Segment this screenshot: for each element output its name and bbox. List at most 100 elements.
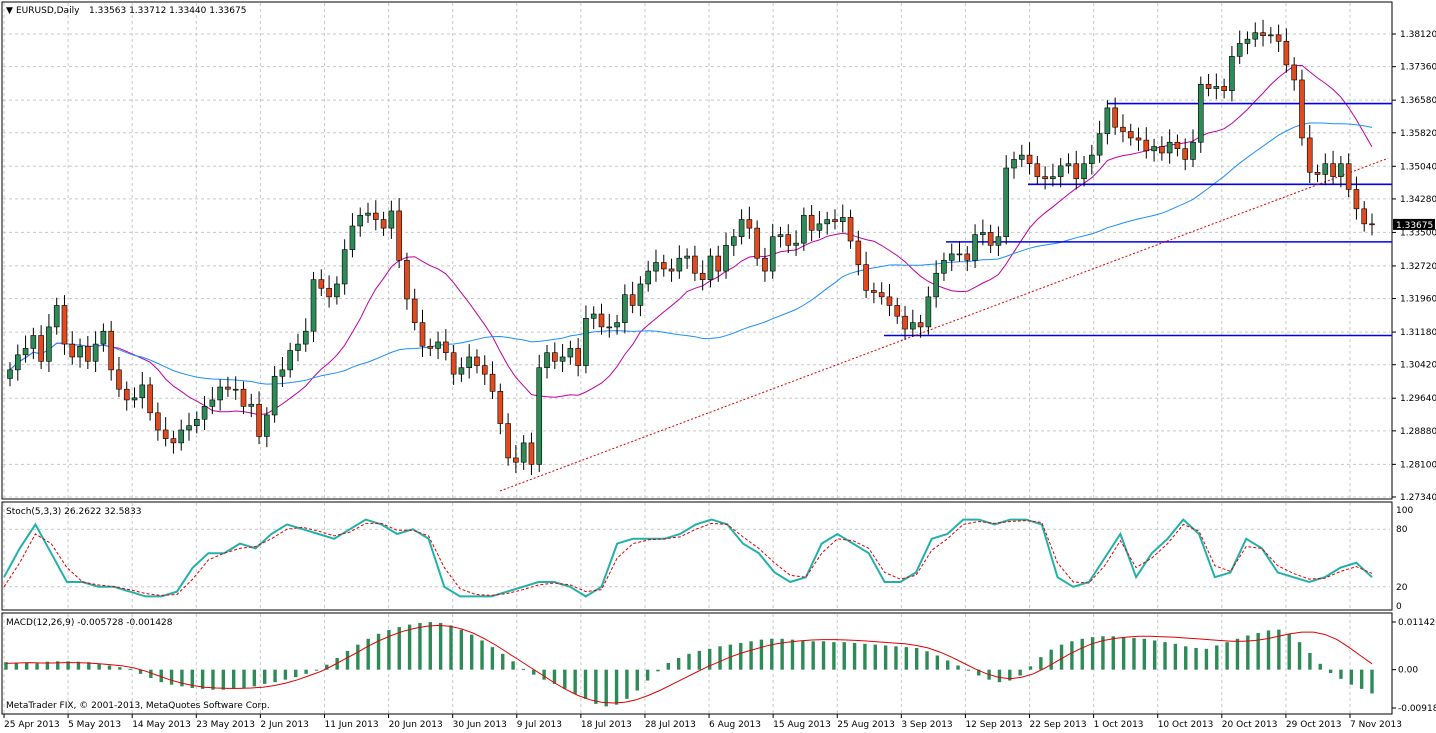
macd-bar <box>366 638 370 670</box>
macd-bar <box>1101 636 1105 670</box>
time-axis-labels: 25 Apr 2013 5 May 2013 14 May 2013 23 May 2… <box>3 714 1402 730</box>
candle-body <box>956 253 963 256</box>
candle-body <box>653 262 659 272</box>
candle-body <box>1174 141 1181 149</box>
candle-body <box>396 210 402 261</box>
candle-body <box>1050 176 1056 180</box>
macd-bar <box>977 669 981 676</box>
candle-body <box>941 260 947 274</box>
candle-body <box>1229 56 1235 91</box>
candle-body <box>489 373 496 392</box>
macd-bar <box>594 669 598 704</box>
candle-body <box>715 255 722 272</box>
candle-body <box>178 429 185 444</box>
macd-bar <box>811 641 815 670</box>
candle-body <box>987 232 994 246</box>
macd-bar <box>1287 633 1291 670</box>
candle-body <box>1042 176 1048 180</box>
macd-bar <box>759 639 764 670</box>
macd-bar <box>1318 663 1322 670</box>
candle-body <box>777 234 784 238</box>
stoch-panel-frame <box>1 501 1393 611</box>
macd-bar <box>739 642 743 670</box>
candle-body <box>738 219 745 238</box>
macd-bar <box>149 669 153 679</box>
macd-bar <box>1163 642 1167 670</box>
macd-bar <box>1235 638 1240 670</box>
candle-body <box>692 255 698 274</box>
candle-body <box>614 322 620 328</box>
candle-body <box>38 335 44 362</box>
macd-bar <box>697 650 702 670</box>
dropdown-arrow-icon[interactable]: ▼ <box>6 6 13 16</box>
price-axis-labels: 1.38120 1.37360 1.36580 1.35820 1.35040 1.342… <box>1392 30 1436 714</box>
macd-bar <box>946 660 950 670</box>
candle-body <box>1011 159 1017 169</box>
candle-body <box>123 388 130 401</box>
candle-body <box>1306 137 1313 173</box>
candle-body <box>22 348 29 356</box>
macd-bar <box>1370 669 1374 694</box>
macd-bar <box>387 630 391 670</box>
candle-body <box>762 257 768 272</box>
candle-body <box>380 219 387 229</box>
candle-body <box>77 345 83 358</box>
candle-body <box>1283 41 1290 66</box>
candle-body <box>567 348 574 358</box>
candle-body <box>1275 34 1282 42</box>
macd-bar <box>563 669 567 689</box>
candle-body <box>1104 107 1111 134</box>
candle-body <box>793 242 799 246</box>
macd-bar <box>273 669 277 683</box>
candle-body <box>310 279 317 332</box>
candle-body <box>707 255 714 280</box>
ohlc-readout: 1.33563 1.33712 1.33440 1.33675 <box>89 6 246 16</box>
macd-bar <box>925 651 929 670</box>
candle-body <box>419 322 426 347</box>
candle-body <box>645 270 651 285</box>
candle-body <box>1089 154 1095 165</box>
candle-body <box>699 272 706 280</box>
macd-bar <box>542 669 546 680</box>
macd-bar <box>231 669 236 689</box>
current-price-label: 1.33675 <box>1396 221 1433 231</box>
y-tick-label: 1.38120 <box>1400 30 1436 40</box>
candlesticks <box>7 19 1375 476</box>
y-tick-label: 1.33500 <box>1400 228 1436 238</box>
macd-bar <box>801 640 805 670</box>
x-tick-label: 20 Oct 2013 <box>1222 720 1278 730</box>
macd-bar <box>35 663 39 670</box>
candle-body <box>264 414 270 437</box>
macd-bar <box>242 669 246 689</box>
macd-bar <box>1152 640 1157 670</box>
candle-body <box>622 294 628 323</box>
candle-body <box>1143 139 1150 152</box>
candle-body <box>1081 163 1087 180</box>
macd-bar <box>376 633 381 670</box>
candle-body <box>116 369 122 390</box>
candle-body <box>1003 167 1010 238</box>
y-tick-label: 1.30420 <box>1400 361 1436 371</box>
candle-body <box>341 249 348 285</box>
x-tick-label: 25 Aug 2013 <box>837 720 895 730</box>
candle-body <box>528 442 535 465</box>
macd-bar <box>1194 647 1198 670</box>
macd-bar <box>552 669 557 684</box>
macd-bar <box>87 662 91 670</box>
candle-body <box>14 354 21 371</box>
macd-bar <box>138 669 143 674</box>
candle-body <box>450 352 457 375</box>
x-tick-label: 6 Aug 2013 <box>709 720 761 730</box>
macd-label: MACD(12,26,9) -0.005728 -0.001428 <box>6 618 173 628</box>
candle-body <box>458 367 465 375</box>
x-tick-label: 29 Oct 2013 <box>1286 720 1342 730</box>
x-tick-label: 10 Oct 2013 <box>1158 720 1214 730</box>
candle-body <box>372 212 379 220</box>
macd-bar <box>707 648 712 670</box>
stoch-tick-label: 100 <box>1396 506 1413 516</box>
macd-bar <box>490 647 495 670</box>
macd-bar <box>211 669 215 690</box>
macd-bar <box>1266 630 1271 670</box>
macd-bar <box>966 669 971 671</box>
